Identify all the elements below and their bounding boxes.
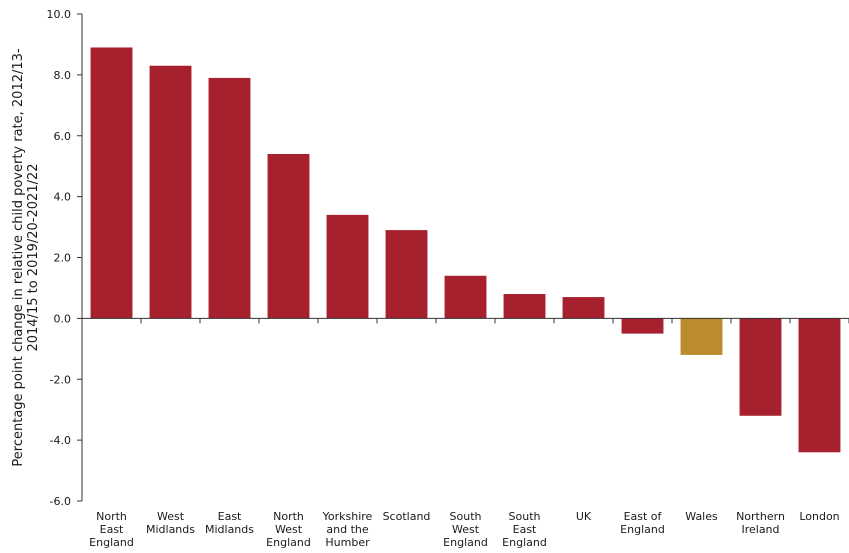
x-tick-label: Scotland <box>383 510 431 523</box>
bar-wales <box>680 318 723 355</box>
x-tick-label: South West England <box>443 510 488 549</box>
bar-uk <box>562 297 605 319</box>
bar-scotland <box>385 230 428 319</box>
x-tick-label: London <box>799 510 839 523</box>
x-tick-label: Wales <box>685 510 718 523</box>
bar-south-east-england <box>503 294 546 319</box>
y-tick-label: 2.0 <box>54 252 72 265</box>
x-tick-label: Northern Ireland <box>736 510 785 536</box>
x-tick-label: North West England <box>266 510 311 549</box>
x-tick-labels: North East England West Midlands East Midlands… <box>89 510 840 549</box>
bar-london <box>798 318 841 453</box>
x-tick-label: East of England <box>620 510 665 536</box>
y-axis-label: Percentage point change in relative chil… <box>11 48 41 467</box>
x-axis <box>81 317 849 324</box>
x-tick-label: East Midlands <box>205 510 254 536</box>
y-tick-label: 4.0 <box>54 191 72 204</box>
bar-east-midlands <box>208 77 251 319</box>
bars <box>90 47 841 453</box>
y-axis: 10.0 8.0 6.0 4.0 2.0 0.0 -2.0 -4.0 -6.0 <box>47 8 83 508</box>
x-tick-label: North East England <box>89 510 134 549</box>
bar-north-east-england <box>90 47 133 319</box>
x-tick-label: West Midlands <box>146 510 195 536</box>
x-tick-label: Yorkshire and the Humber <box>322 510 373 549</box>
bar-yorkshire-and-the-humber <box>326 214 369 319</box>
y-tick-label: 6.0 <box>54 130 72 143</box>
x-tick-label: South East England <box>502 510 547 549</box>
y-tick-label: 0.0 <box>54 312 72 325</box>
bar-north-west-england <box>267 154 310 319</box>
y-tick-label: 8.0 <box>54 69 72 82</box>
bar-south-west-england <box>444 275 487 319</box>
bar-east-of-england <box>621 318 664 334</box>
y-tick-label: -2.0 <box>50 373 71 386</box>
y-tick-label: -4.0 <box>50 434 71 447</box>
x-tick-label: UK <box>576 510 592 523</box>
y-tick-label: 10.0 <box>47 8 72 21</box>
bar-northern-ireland <box>739 318 782 416</box>
bar-west-midlands <box>149 65 192 319</box>
y-tick-label: -6.0 <box>50 495 71 508</box>
